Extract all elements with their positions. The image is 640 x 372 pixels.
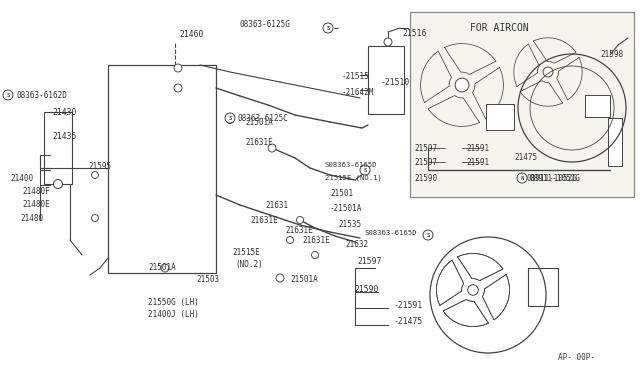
Text: N: N: [520, 176, 524, 180]
Text: 21550G (LH): 21550G (LH): [148, 298, 199, 307]
Text: 21503: 21503: [196, 276, 219, 285]
Text: 21595: 21595: [88, 161, 111, 170]
Text: 21501: 21501: [330, 189, 353, 198]
Text: 21591: 21591: [466, 157, 489, 167]
Bar: [44, 112, 72, 184]
Text: S: S: [364, 167, 367, 173]
Circle shape: [384, 38, 392, 46]
Circle shape: [323, 23, 333, 33]
Text: S: S: [426, 232, 429, 237]
Text: 21480E: 21480E: [22, 199, 50, 208]
Text: 21430: 21430: [52, 108, 76, 116]
Text: 21631E: 21631E: [245, 138, 273, 147]
Text: 21516: 21516: [402, 29, 426, 38]
Text: 08363-6125C: 08363-6125C: [238, 113, 289, 122]
Text: S: S: [6, 93, 10, 97]
Text: 21480: 21480: [20, 214, 43, 222]
Circle shape: [54, 180, 63, 189]
Text: 21400J (LH): 21400J (LH): [148, 311, 199, 320]
Circle shape: [174, 64, 182, 72]
Text: 08363-6162D: 08363-6162D: [16, 90, 67, 99]
Bar: [486, 104, 514, 130]
Circle shape: [225, 113, 235, 123]
Text: 21597: 21597: [414, 144, 437, 153]
Circle shape: [517, 173, 527, 183]
Text: 21400: 21400: [10, 173, 33, 183]
Circle shape: [161, 264, 169, 272]
Text: 21598: 21598: [600, 49, 623, 58]
Circle shape: [92, 215, 99, 221]
Circle shape: [174, 84, 182, 92]
Bar: [528, 268, 558, 306]
Text: 21597: 21597: [357, 257, 381, 266]
Text: 21590: 21590: [354, 285, 378, 295]
Text: 21631: 21631: [265, 201, 288, 209]
Circle shape: [296, 217, 303, 224]
Text: 21597: 21597: [414, 157, 437, 167]
Text: -21475: -21475: [394, 317, 423, 327]
Text: 21631E: 21631E: [285, 225, 313, 234]
Text: 21535: 21535: [338, 219, 361, 228]
Bar: [410, 12, 634, 197]
Text: -21510: -21510: [381, 77, 410, 87]
Bar: [585, 95, 610, 117]
Text: 21591: 21591: [466, 144, 489, 153]
Circle shape: [543, 67, 553, 77]
Text: 21632: 21632: [345, 240, 368, 248]
Circle shape: [423, 230, 433, 240]
Text: 21501A: 21501A: [290, 276, 317, 285]
Text: -21591: -21591: [394, 301, 423, 311]
Text: 21501A: 21501A: [245, 118, 273, 126]
Circle shape: [468, 285, 478, 295]
Text: (NO.2): (NO.2): [235, 260, 263, 269]
Text: FOR AIRCON: FOR AIRCON: [470, 23, 529, 33]
Text: 21515E (NO.1): 21515E (NO.1): [325, 175, 382, 181]
Circle shape: [312, 251, 319, 259]
Bar: [108, 65, 216, 273]
Circle shape: [276, 274, 284, 282]
Text: S08363-6165D: S08363-6165D: [365, 230, 417, 236]
Text: 21515E: 21515E: [232, 247, 260, 257]
Text: 08363-6125G: 08363-6125G: [240, 19, 291, 29]
Circle shape: [455, 78, 469, 92]
Text: 21501A: 21501A: [148, 263, 176, 273]
Text: S: S: [326, 26, 330, 31]
Circle shape: [268, 144, 276, 152]
Text: 21590: 21590: [414, 173, 437, 183]
Text: 21480F: 21480F: [22, 186, 50, 196]
Circle shape: [360, 165, 370, 175]
Circle shape: [227, 116, 234, 124]
Text: 21460: 21460: [179, 29, 204, 38]
Text: S: S: [228, 115, 232, 121]
Text: 21435: 21435: [52, 131, 76, 141]
Text: 08911-1052G: 08911-1052G: [530, 173, 581, 183]
Bar: [368, 46, 404, 114]
Bar: [608, 118, 622, 166]
Text: 21475: 21475: [514, 153, 537, 161]
Circle shape: [92, 171, 99, 179]
Circle shape: [456, 79, 468, 91]
Text: -21501A: -21501A: [330, 203, 362, 212]
Text: 21631E: 21631E: [302, 235, 330, 244]
Text: AP- 00P-: AP- 00P-: [558, 353, 595, 362]
Text: S08363-6165D: S08363-6165D: [325, 162, 378, 168]
Text: 08911-1052G: 08911-1052G: [527, 173, 578, 183]
Text: -21642M: -21642M: [342, 87, 374, 96]
Circle shape: [287, 237, 294, 244]
Text: 21631E: 21631E: [250, 215, 278, 224]
Text: -21515: -21515: [342, 71, 370, 80]
Circle shape: [3, 90, 13, 100]
